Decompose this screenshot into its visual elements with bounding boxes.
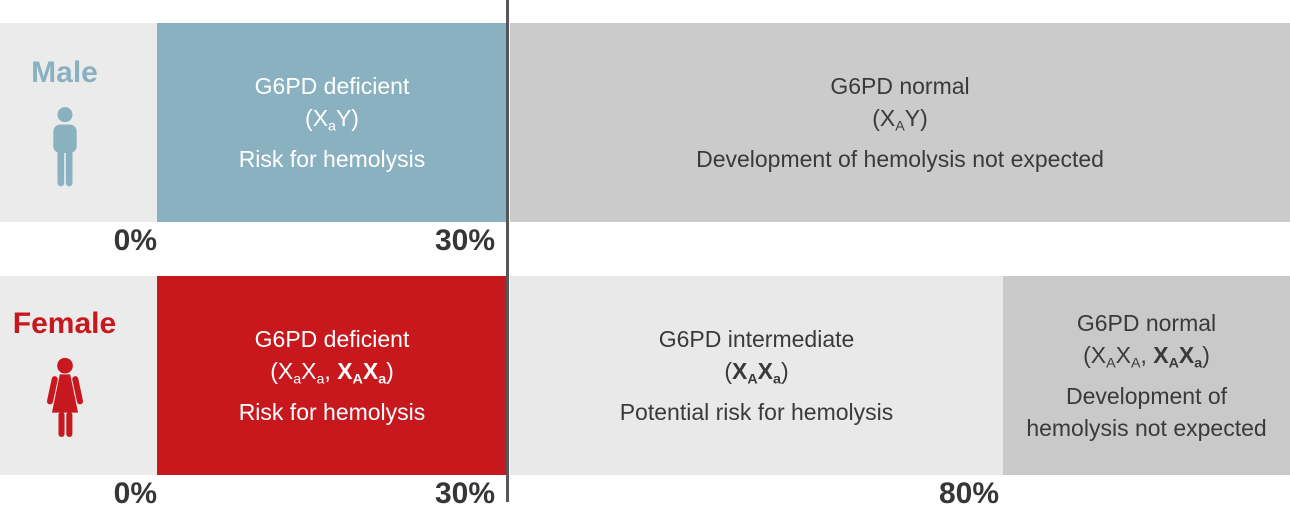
segment-title: G6PD deficient bbox=[254, 326, 410, 353]
male-normal-segment: G6PD normal (XAY) Development of hemolys… bbox=[510, 23, 1290, 222]
segment-genotype: (XaXa, XAXa) bbox=[270, 358, 394, 388]
female-row: Female G6PD deficient (XaXa, XAXa) Risk … bbox=[0, 276, 1290, 475]
female-axis-0pct: 0% bbox=[113, 477, 157, 510]
segment-note: Development of hemolysis not expected bbox=[1026, 382, 1267, 441]
threshold-line-30pct bbox=[506, 0, 509, 502]
female-icon bbox=[45, 357, 85, 444]
female-label: Female bbox=[12, 307, 117, 340]
male-axis-0pct: 0% bbox=[113, 224, 157, 257]
male-row: Male G6PD deficient (XaY) Risk for hemol… bbox=[0, 23, 1290, 222]
male-deficient-segment: G6PD deficient (XaY) Risk for hemolysis bbox=[157, 23, 507, 222]
segment-genotype: (XAXA, XAXa) bbox=[1083, 342, 1210, 372]
male-label-cell: Male bbox=[0, 23, 157, 222]
segment-note: Risk for hemolysis bbox=[238, 398, 426, 425]
segment-title: G6PD normal bbox=[1076, 310, 1217, 337]
segment-title: G6PD deficient bbox=[254, 73, 410, 100]
female-normal-segment: G6PD normal (XAXA, XAXa) Development of … bbox=[1003, 276, 1290, 475]
segment-genotype: (XAY) bbox=[872, 105, 928, 135]
female-axis-30pct: 30% bbox=[434, 477, 495, 510]
segment-note: Risk for hemolysis bbox=[238, 145, 426, 172]
segment-genotype: (XaY) bbox=[305, 105, 359, 135]
female-axis-80pct: 80% bbox=[938, 477, 999, 510]
female-label-cell: Female bbox=[0, 276, 157, 475]
male-label: Male bbox=[31, 55, 98, 89]
segment-note: Potential risk for hemolysis bbox=[619, 398, 894, 425]
segment-genotype: (XAXa) bbox=[724, 358, 789, 388]
male-icon bbox=[50, 106, 80, 190]
male-axis-30pct: 30% bbox=[434, 224, 495, 257]
segment-title: G6PD normal bbox=[830, 73, 970, 100]
female-intermediate-segment: G6PD intermediate (XAXa) Potential risk … bbox=[510, 276, 1003, 475]
segment-title: G6PD intermediate bbox=[658, 326, 855, 353]
female-deficient-segment: G6PD deficient (XaXa, XAXa) Risk for hem… bbox=[157, 276, 507, 475]
segment-note: Development of hemolysis not expected bbox=[696, 145, 1104, 172]
